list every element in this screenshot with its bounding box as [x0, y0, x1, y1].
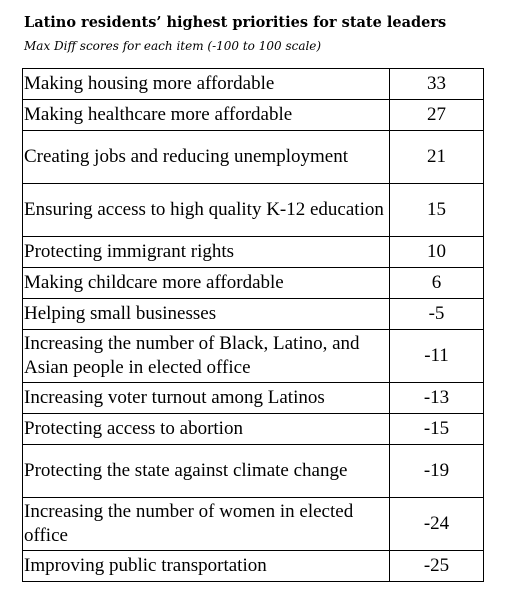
table-row: Increasing the number of Black, Latino, … — [22, 329, 484, 383]
table-row: Increasing the number of women in electe… — [22, 497, 484, 551]
row-label: Improving public transportation — [22, 550, 390, 582]
row-score: -13 — [389, 382, 484, 414]
row-label: Making healthcare more affordable — [22, 99, 390, 131]
row-score: -25 — [389, 550, 484, 582]
table-row: Increasing voter turnout among Latinos -… — [22, 382, 484, 414]
table-row: Protecting the state against climate cha… — [22, 444, 484, 498]
row-score: 15 — [389, 183, 484, 237]
row-score: -5 — [389, 298, 484, 330]
row-score: -24 — [389, 497, 484, 551]
row-label: Protecting immigrant rights — [22, 236, 390, 268]
chart-subtitle: Max Diff scores for each item (-100 to 1… — [24, 39, 322, 53]
table-row: Protecting access to abortion -15 — [22, 413, 484, 445]
row-score: -15 — [389, 413, 484, 445]
chart-title: Latino residents’ highest priorities for… — [24, 14, 447, 31]
row-score: 6 — [389, 267, 484, 299]
row-label: Creating jobs and reducing unemployment — [22, 130, 390, 184]
table-row: Improving public transportation -25 — [22, 550, 484, 582]
table-row: Ensuring access to high quality K-12 edu… — [22, 183, 484, 237]
table-row: Helping small businesses -5 — [22, 298, 484, 330]
row-label: Protecting the state against climate cha… — [22, 444, 390, 498]
table-row: Making healthcare more affordable 27 — [22, 99, 484, 131]
row-label: Increasing the number of Black, Latino, … — [22, 329, 390, 383]
row-score: -11 — [389, 329, 484, 383]
row-label: Ensuring access to high quality K-12 edu… — [22, 183, 390, 237]
row-label: Helping small businesses — [22, 298, 390, 330]
row-score: 27 — [389, 99, 484, 131]
table-row: Making childcare more affordable 6 — [22, 267, 484, 299]
row-score: -19 — [389, 444, 484, 498]
table-row: Protecting immigrant rights 10 — [22, 236, 484, 268]
row-score: 33 — [389, 68, 484, 100]
row-score: 10 — [389, 236, 484, 268]
table-row: Making housing more affordable 33 — [22, 68, 484, 100]
row-label: Increasing the number of women in electe… — [22, 497, 390, 551]
row-label: Protecting access to abortion — [22, 413, 390, 445]
row-label: Making housing more affordable — [22, 68, 390, 100]
row-label: Increasing voter turnout among Latinos — [22, 382, 390, 414]
priorities-table: Making housing more affordable 33 Making… — [22, 68, 484, 582]
table-row: Creating jobs and reducing unemployment … — [22, 130, 484, 184]
row-score: 21 — [389, 130, 484, 184]
row-label: Making childcare more affordable — [22, 267, 390, 299]
